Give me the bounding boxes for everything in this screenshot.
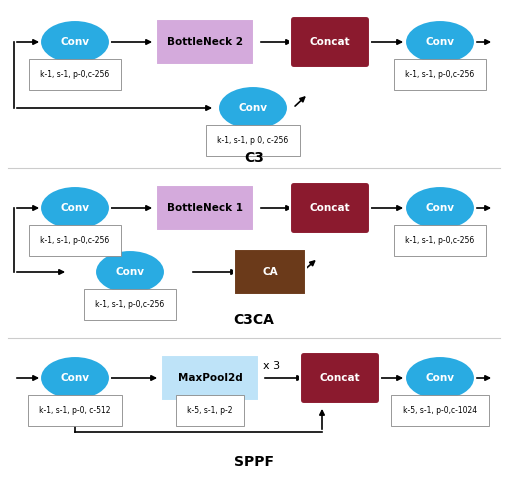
Text: MaxPool2d: MaxPool2d xyxy=(178,373,242,383)
Ellipse shape xyxy=(405,186,475,230)
Text: Concat: Concat xyxy=(310,203,351,213)
Ellipse shape xyxy=(405,20,475,64)
Text: CA: CA xyxy=(262,267,278,277)
Ellipse shape xyxy=(40,356,110,400)
Text: k-1, s-1, p-0,c-256: k-1, s-1, p-0,c-256 xyxy=(40,236,110,245)
Text: k-1, s-1, p-0,c-256: k-1, s-1, p-0,c-256 xyxy=(405,236,474,245)
Text: Concat: Concat xyxy=(310,37,351,47)
Text: C3CA: C3CA xyxy=(234,313,274,327)
Text: k-1, s-1, p-0, c-512: k-1, s-1, p-0, c-512 xyxy=(39,406,111,415)
Ellipse shape xyxy=(218,86,288,130)
Ellipse shape xyxy=(95,250,165,294)
Text: k-1, s-1, p-0,c-256: k-1, s-1, p-0,c-256 xyxy=(96,300,165,309)
FancyBboxPatch shape xyxy=(156,185,254,231)
Ellipse shape xyxy=(405,356,475,400)
Text: k-1, s-1, p 0, c-256: k-1, s-1, p 0, c-256 xyxy=(217,136,289,145)
Text: SPPF: SPPF xyxy=(234,455,274,469)
Ellipse shape xyxy=(40,186,110,230)
Text: Conv: Conv xyxy=(60,373,89,383)
Ellipse shape xyxy=(40,20,110,64)
Text: k-1, s-1, p-0,c-256: k-1, s-1, p-0,c-256 xyxy=(40,70,110,79)
FancyBboxPatch shape xyxy=(290,16,370,68)
FancyBboxPatch shape xyxy=(234,249,306,295)
FancyBboxPatch shape xyxy=(300,352,380,404)
Text: BottleNeck 1: BottleNeck 1 xyxy=(167,203,243,213)
FancyBboxPatch shape xyxy=(290,182,370,234)
Text: Conv: Conv xyxy=(115,267,144,277)
Text: Conv: Conv xyxy=(60,37,89,47)
Text: Conv: Conv xyxy=(60,203,89,213)
FancyBboxPatch shape xyxy=(156,19,254,65)
Text: Conv: Conv xyxy=(426,203,455,213)
Text: Conv: Conv xyxy=(238,103,268,113)
Text: C3: C3 xyxy=(244,151,264,165)
Text: BottleNeck 2: BottleNeck 2 xyxy=(167,37,243,47)
Text: k-1, s-1, p-0,c-256: k-1, s-1, p-0,c-256 xyxy=(405,70,474,79)
Text: x 3: x 3 xyxy=(263,361,280,371)
FancyBboxPatch shape xyxy=(161,355,259,401)
Text: k-5, s-1, p-2: k-5, s-1, p-2 xyxy=(187,406,233,415)
Text: Concat: Concat xyxy=(320,373,360,383)
Text: Conv: Conv xyxy=(426,37,455,47)
Text: Conv: Conv xyxy=(426,373,455,383)
Text: k-5, s-1, p-0,c-1024: k-5, s-1, p-0,c-1024 xyxy=(403,406,477,415)
